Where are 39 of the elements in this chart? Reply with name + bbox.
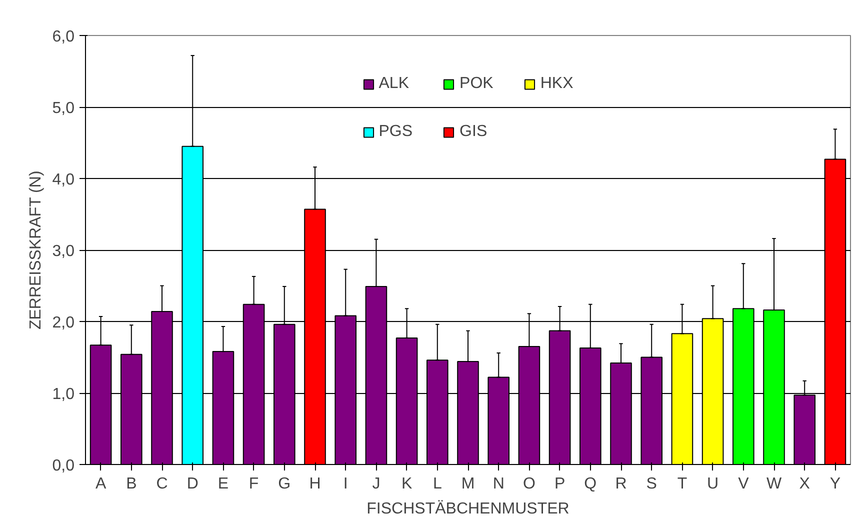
x-tick-label: C: [156, 476, 168, 492]
y-tick-label: 0,0: [52, 458, 75, 474]
x-tick-label: U: [707, 476, 719, 492]
x-tick-label: S: [646, 476, 657, 492]
x-tick-label: O: [522, 476, 536, 492]
y-tick-label: 3,0: [52, 243, 75, 260]
x-tick-label: W: [766, 476, 782, 492]
y-tick-label: 5,0: [52, 100, 75, 117]
x-tick-label: P: [554, 476, 566, 492]
x-tick-label: Y: [830, 476, 841, 492]
y-tick-label: 1,0: [52, 386, 75, 403]
legend-label: ALK: [378, 75, 409, 93]
legend-label: GIS: [460, 123, 488, 141]
x-tick-label: L: [432, 476, 442, 492]
x-axis-title: FISCHSTÄBCHENMUSTER: [366, 500, 570, 518]
y-tick-label: 2,0: [52, 314, 75, 332]
legend-label: HKX: [540, 75, 574, 93]
y-axis-title: ZERREISSKRAFT (N): [27, 170, 44, 330]
x-tick-label: N: [492, 476, 504, 492]
y-tick-label: 4,0: [52, 172, 75, 188]
x-tick-label: D: [186, 476, 198, 492]
x-tick-label: M: [461, 476, 475, 492]
y-tick-label: 6,0: [52, 28, 75, 46]
x-tick-label: I: [343, 476, 348, 492]
x-tick-label: V: [738, 476, 750, 492]
x-tick-label: F: [248, 476, 259, 492]
x-tick-label: A: [95, 476, 106, 492]
legend-label: POK: [460, 75, 494, 93]
x-tick-label: T: [677, 476, 688, 492]
x-tick-label: G: [278, 476, 291, 492]
x-tick-label: E: [218, 476, 229, 492]
x-tick-label: H: [309, 476, 321, 492]
x-tick-label: Q: [584, 476, 597, 492]
x-tick-label: R: [615, 476, 627, 492]
x-tick-label: B: [126, 476, 137, 492]
legend-label: PGS: [378, 123, 413, 141]
x-tick-label: K: [401, 476, 412, 492]
x-tick-label: X: [799, 476, 810, 492]
x-tick-label: J: [372, 476, 380, 492]
